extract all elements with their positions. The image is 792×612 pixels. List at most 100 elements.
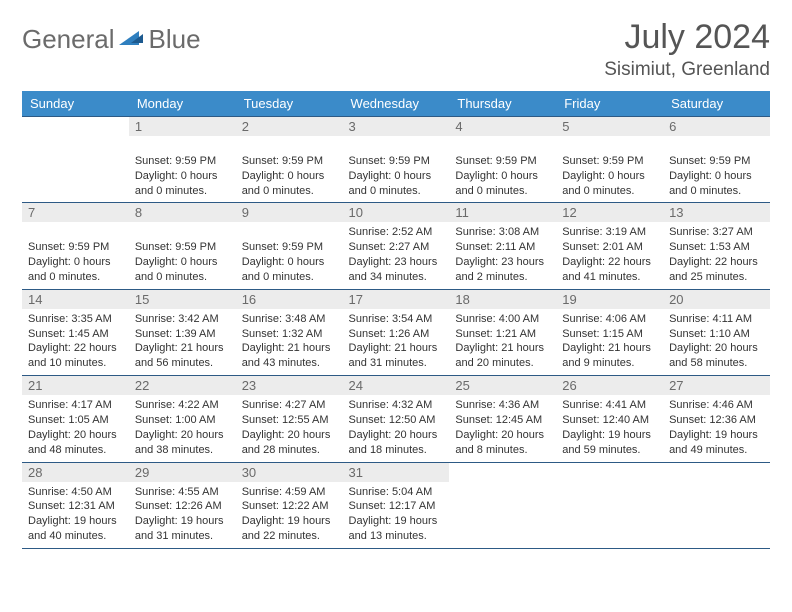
day-body: Sunset: 9:59 PMDaylight: 0 hours and 0 m… [663, 136, 770, 202]
day-line: Sunset: 1:26 AM [349, 327, 444, 342]
day-body: Sunrise: 4:17 AMSunset: 1:05 AMDaylight:… [22, 395, 129, 461]
day-line: Sunset: 12:40 AM [562, 413, 657, 428]
day-body: Sunrise: 4:06 AMSunset: 1:15 AMDaylight:… [556, 309, 663, 375]
day-line: Daylight: 23 hours and 34 minutes. [349, 255, 444, 285]
day-number: 17 [343, 290, 450, 309]
day-line: Daylight: 0 hours and 0 minutes. [455, 169, 550, 199]
calendar-row: 7 Sunset: 9:59 PMDaylight: 0 hours and 0… [22, 203, 770, 289]
day-number: 3 [343, 117, 450, 136]
day-number: 20 [663, 290, 770, 309]
day-line: Sunset: 12:31 AM [28, 499, 123, 514]
day-body: Sunset: 9:59 PMDaylight: 0 hours and 0 m… [129, 222, 236, 288]
calendar-cell: 24Sunrise: 4:32 AMSunset: 12:50 AMDaylig… [343, 376, 450, 462]
day-line: Sunrise: 4:36 AM [455, 398, 550, 413]
calendar-cell [22, 117, 129, 203]
day-line: Sunset: 9:59 PM [135, 154, 230, 169]
day-line [135, 225, 230, 240]
calendar-cell: 21Sunrise: 4:17 AMSunset: 1:05 AMDayligh… [22, 376, 129, 462]
day-line: Sunrise: 4:59 AM [242, 485, 337, 500]
day-line: Daylight: 21 hours and 56 minutes. [135, 341, 230, 371]
brand-mark-icon [119, 27, 145, 52]
weekday-header: Saturday [663, 91, 770, 117]
calendar-body: 1 Sunset: 9:59 PMDaylight: 0 hours and 0… [22, 117, 770, 549]
day-number: 26 [556, 376, 663, 395]
calendar-cell: 30Sunrise: 4:59 AMSunset: 12:22 AMDaylig… [236, 462, 343, 548]
weekday-header: Thursday [449, 91, 556, 117]
day-line: Sunrise: 4:32 AM [349, 398, 444, 413]
day-line: Sunrise: 3:35 AM [28, 312, 123, 327]
day-line: Sunrise: 3:48 AM [242, 312, 337, 327]
day-line: Daylight: 22 hours and 41 minutes. [562, 255, 657, 285]
day-line: Daylight: 20 hours and 38 minutes. [135, 428, 230, 458]
day-body [663, 482, 770, 489]
day-number: 14 [22, 290, 129, 309]
calendar-cell: 28Sunrise: 4:50 AMSunset: 12:31 AMDaylig… [22, 462, 129, 548]
weekday-header: Friday [556, 91, 663, 117]
title-block: July 2024 Sisimiut, Greenland [604, 18, 770, 81]
calendar-cell: 11Sunrise: 3:08 AMSunset: 2:11 AMDayligh… [449, 203, 556, 289]
day-line: Sunset: 1:45 AM [28, 327, 123, 342]
day-line [562, 139, 657, 154]
day-line: Daylight: 0 hours and 0 minutes. [135, 255, 230, 285]
calendar-cell: 5 Sunset: 9:59 PMDaylight: 0 hours and 0… [556, 117, 663, 203]
calendar-cell: 10Sunrise: 2:52 AMSunset: 2:27 AMDayligh… [343, 203, 450, 289]
day-number: 2 [236, 117, 343, 136]
day-number: 27 [663, 376, 770, 395]
calendar-cell: 1 Sunset: 9:59 PMDaylight: 0 hours and 0… [129, 117, 236, 203]
day-line: Daylight: 19 hours and 22 minutes. [242, 514, 337, 544]
day-line: Daylight: 19 hours and 13 minutes. [349, 514, 444, 544]
day-line: Sunrise: 3:42 AM [135, 312, 230, 327]
day-body: Sunset: 9:59 PMDaylight: 0 hours and 0 m… [556, 136, 663, 202]
day-number: 25 [449, 376, 556, 395]
day-line: Sunset: 2:11 AM [455, 240, 550, 255]
day-body: Sunset: 9:59 PMDaylight: 0 hours and 0 m… [236, 222, 343, 288]
day-line: Sunrise: 3:27 AM [669, 225, 764, 240]
calendar-cell [556, 462, 663, 548]
day-line: Daylight: 22 hours and 25 minutes. [669, 255, 764, 285]
day-line: Daylight: 19 hours and 31 minutes. [135, 514, 230, 544]
day-line [135, 139, 230, 154]
day-line [242, 225, 337, 240]
day-line: Sunrise: 4:50 AM [28, 485, 123, 500]
day-number: 8 [129, 203, 236, 222]
day-body: Sunrise: 3:27 AMSunset: 1:53 AMDaylight:… [663, 222, 770, 288]
day-number: 6 [663, 117, 770, 136]
day-line: Sunset: 9:59 PM [669, 154, 764, 169]
calendar-cell: 23Sunrise: 4:27 AMSunset: 12:55 AMDaylig… [236, 376, 343, 462]
day-number: 19 [556, 290, 663, 309]
day-body: Sunrise: 4:00 AMSunset: 1:21 AMDaylight:… [449, 309, 556, 375]
day-number: 5 [556, 117, 663, 136]
day-line: Sunset: 1:53 AM [669, 240, 764, 255]
calendar-cell: 15Sunrise: 3:42 AMSunset: 1:39 AMDayligh… [129, 289, 236, 375]
day-body: Sunrise: 3:08 AMSunset: 2:11 AMDaylight:… [449, 222, 556, 288]
day-body: Sunset: 9:59 PMDaylight: 0 hours and 0 m… [22, 222, 129, 288]
day-line: Sunrise: 4:00 AM [455, 312, 550, 327]
day-line: Sunset: 12:22 AM [242, 499, 337, 514]
calendar-cell: 25Sunrise: 4:36 AMSunset: 12:45 AMDaylig… [449, 376, 556, 462]
day-line: Daylight: 22 hours and 10 minutes. [28, 341, 123, 371]
calendar-cell: 17Sunrise: 3:54 AMSunset: 1:26 AMDayligh… [343, 289, 450, 375]
day-body: Sunrise: 5:04 AMSunset: 12:17 AMDaylight… [343, 482, 450, 548]
day-line: Daylight: 21 hours and 31 minutes. [349, 341, 444, 371]
day-body: Sunrise: 2:52 AMSunset: 2:27 AMDaylight:… [343, 222, 450, 288]
day-line: Daylight: 19 hours and 59 minutes. [562, 428, 657, 458]
day-line: Daylight: 0 hours and 0 minutes. [135, 169, 230, 199]
day-line: Daylight: 21 hours and 20 minutes. [455, 341, 550, 371]
day-number: 1 [129, 117, 236, 136]
day-line: Sunset: 2:27 AM [349, 240, 444, 255]
calendar-cell: 12Sunrise: 3:19 AMSunset: 2:01 AMDayligh… [556, 203, 663, 289]
day-line: Sunset: 9:59 PM [455, 154, 550, 169]
day-body: Sunrise: 3:19 AMSunset: 2:01 AMDaylight:… [556, 222, 663, 288]
day-body [556, 482, 663, 489]
day-line: Sunrise: 4:06 AM [562, 312, 657, 327]
calendar-cell: 7 Sunset: 9:59 PMDaylight: 0 hours and 0… [22, 203, 129, 289]
day-line [28, 225, 123, 240]
day-line: Daylight: 0 hours and 0 minutes. [669, 169, 764, 199]
day-line: Sunset: 12:17 AM [349, 499, 444, 514]
day-number: 9 [236, 203, 343, 222]
day-line: Daylight: 0 hours and 0 minutes. [242, 169, 337, 199]
day-line: Daylight: 20 hours and 48 minutes. [28, 428, 123, 458]
calendar-row: 1 Sunset: 9:59 PMDaylight: 0 hours and 0… [22, 117, 770, 203]
day-line: Daylight: 21 hours and 9 minutes. [562, 341, 657, 371]
day-line: Sunrise: 4:55 AM [135, 485, 230, 500]
